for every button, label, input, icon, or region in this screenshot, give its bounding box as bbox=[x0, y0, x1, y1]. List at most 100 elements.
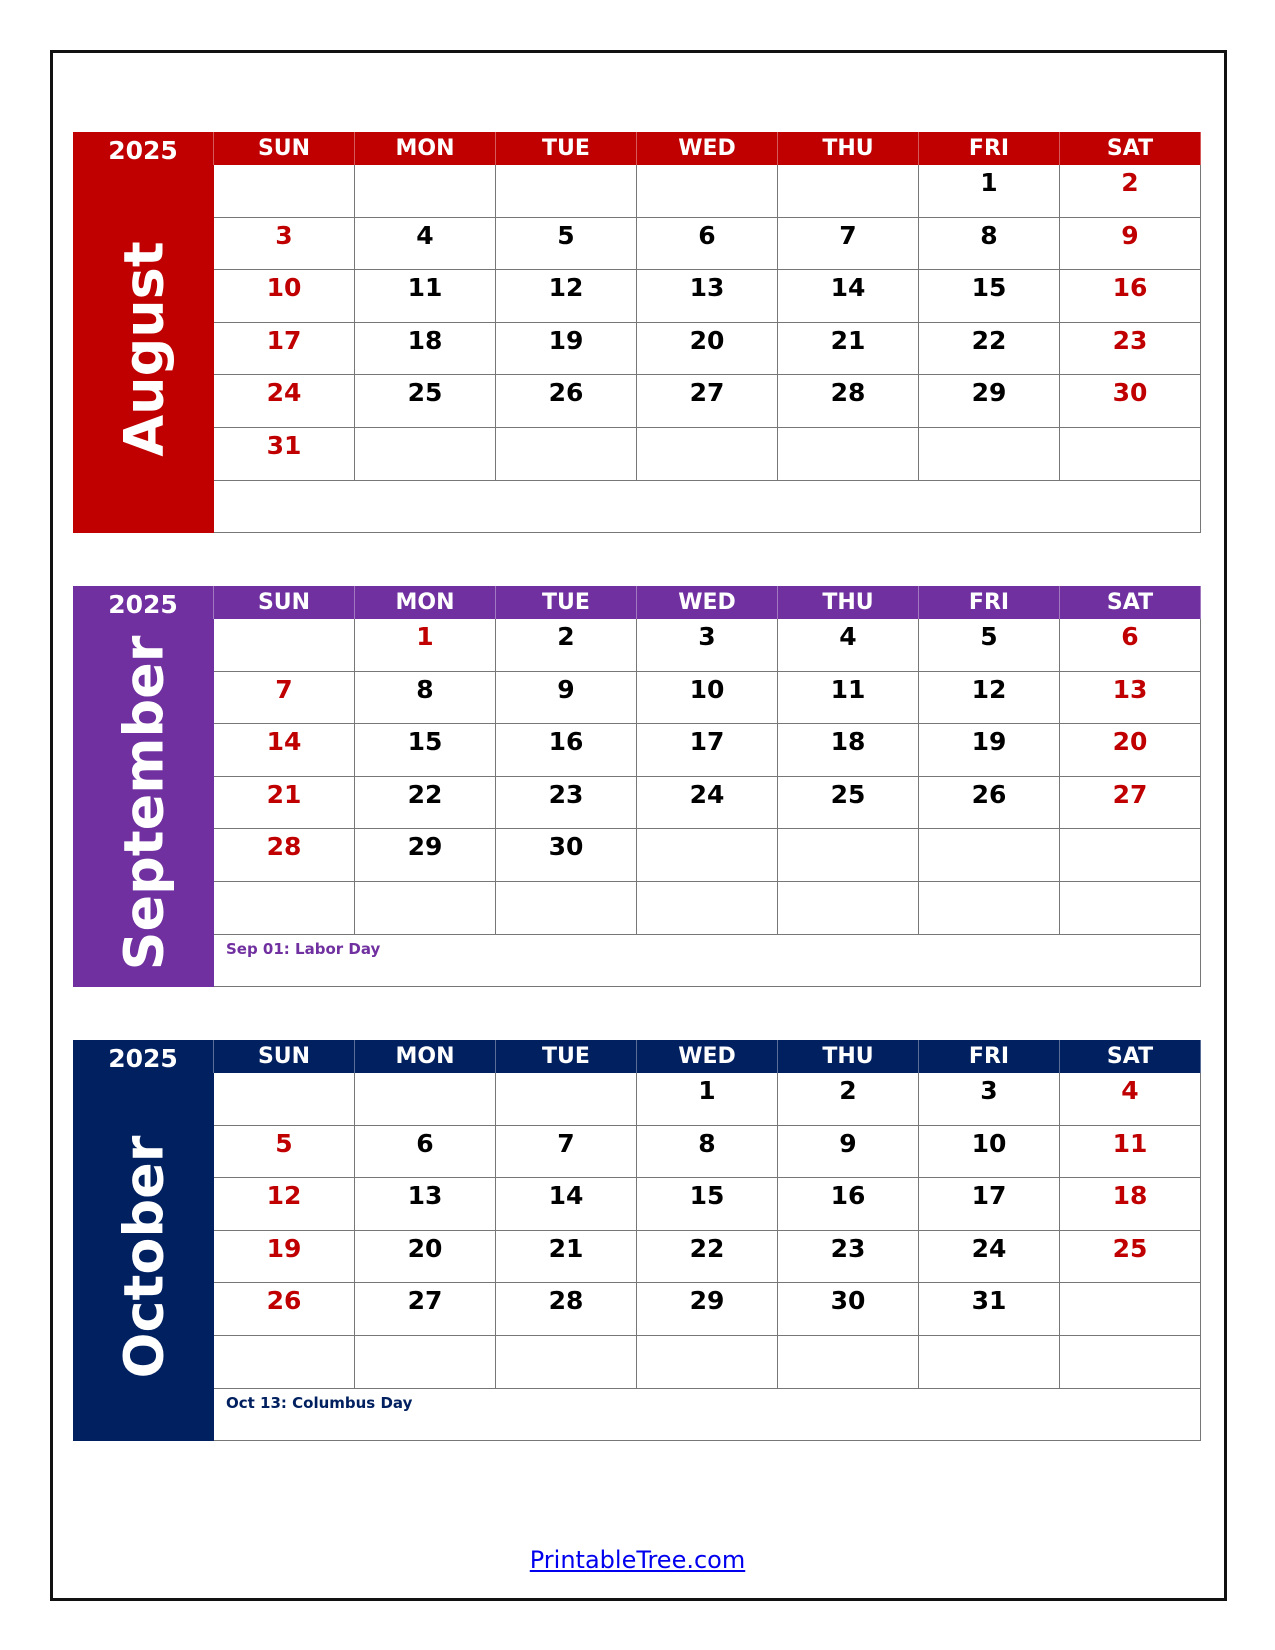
day-cell bbox=[778, 881, 919, 935]
day-cell: 23 bbox=[1060, 322, 1201, 376]
day-cell: 30 bbox=[1060, 375, 1201, 428]
day-cell: 31 bbox=[214, 427, 355, 481]
week-row: 24 25 26 27 28 29 30 bbox=[214, 375, 1201, 428]
week-row: 21 22 23 24 25 26 27 bbox=[214, 776, 1201, 830]
month-side-panel: September bbox=[73, 619, 214, 987]
day-cell bbox=[919, 829, 1060, 882]
day-cell: 10 bbox=[919, 1125, 1060, 1179]
day-cell bbox=[1060, 1335, 1201, 1389]
day-cell: 28 bbox=[778, 375, 919, 428]
day-cell: 30 bbox=[496, 829, 637, 882]
day-cell: 16 bbox=[778, 1178, 919, 1231]
year-label: 2025 bbox=[73, 586, 214, 619]
week-row bbox=[214, 881, 1201, 935]
header-row: 2025 SUN MON TUE WED THU FRI SAT bbox=[73, 586, 1201, 619]
day-cell: 5 bbox=[919, 619, 1060, 672]
day-cell: 14 bbox=[214, 724, 355, 777]
week-row: 31 bbox=[214, 427, 1201, 481]
week-row: 14 15 16 17 18 19 20 bbox=[214, 724, 1201, 777]
day-cell bbox=[1060, 427, 1201, 481]
day-cell: 31 bbox=[919, 1283, 1060, 1336]
day-cell: 18 bbox=[778, 724, 919, 777]
day-cell bbox=[496, 1073, 637, 1126]
day-cell: 29 bbox=[919, 375, 1060, 428]
weekday-fri: FRI bbox=[919, 132, 1060, 165]
weekday-fri: FRI bbox=[919, 586, 1060, 619]
day-cell: 18 bbox=[355, 322, 496, 376]
day-cell: 7 bbox=[214, 671, 355, 725]
week-row: 19 20 21 22 23 24 25 bbox=[214, 1230, 1201, 1284]
weekday-sat: SAT bbox=[1060, 586, 1201, 619]
day-cell: 17 bbox=[919, 1178, 1060, 1231]
day-cell bbox=[778, 427, 919, 481]
day-cell: 4 bbox=[355, 217, 496, 271]
weekday-mon: MON bbox=[355, 1040, 496, 1073]
week-row: 28 29 30 bbox=[214, 829, 1201, 882]
day-cell: 9 bbox=[778, 1125, 919, 1179]
day-cell: 3 bbox=[637, 619, 778, 672]
day-cell: 18 bbox=[1060, 1178, 1201, 1231]
year-label: 2025 bbox=[73, 132, 214, 165]
day-cell: 15 bbox=[919, 270, 1060, 323]
printabletree-link[interactable]: PrintableTree.com bbox=[529, 1546, 746, 1574]
day-cell: 1 bbox=[355, 619, 496, 672]
day-cell: 13 bbox=[637, 270, 778, 323]
month-name: October bbox=[112, 1135, 175, 1379]
weekday-sat: SAT bbox=[1060, 1040, 1201, 1073]
day-cell: 26 bbox=[496, 375, 637, 428]
day-cell: 21 bbox=[778, 322, 919, 376]
weekday-tue: TUE bbox=[496, 132, 637, 165]
day-cell: 2 bbox=[1060, 165, 1201, 218]
day-cell: 30 bbox=[778, 1283, 919, 1336]
day-cell: 27 bbox=[637, 375, 778, 428]
day-cell: 17 bbox=[214, 322, 355, 376]
day-cell bbox=[1060, 881, 1201, 935]
day-cell bbox=[637, 1335, 778, 1389]
weekday-mon: MON bbox=[355, 586, 496, 619]
page-border bbox=[50, 50, 1227, 1601]
day-cell: 5 bbox=[496, 217, 637, 271]
day-cell bbox=[637, 881, 778, 935]
month-october: 2025 SUN MON TUE WED THU FRI SAT October 1 2 3 4 5 6 7 8… bbox=[73, 1040, 1201, 1442]
day-cell: 8 bbox=[355, 671, 496, 725]
day-cell: 9 bbox=[1060, 217, 1201, 271]
month-side-panel: October bbox=[73, 1073, 214, 1441]
month-august: 2025 SUN MON TUE WED THU FRI SAT August 1 2 3 4 5 6 7 8 9… bbox=[73, 132, 1201, 534]
day-cell: 12 bbox=[496, 270, 637, 323]
day-cell: 5 bbox=[214, 1125, 355, 1179]
day-cell: 13 bbox=[1060, 671, 1201, 725]
week-row: 10 11 12 13 14 15 16 bbox=[214, 270, 1201, 323]
weekday-thu: THU bbox=[778, 586, 919, 619]
day-cell: 22 bbox=[355, 776, 496, 830]
day-cell: 15 bbox=[355, 724, 496, 777]
day-cell: 10 bbox=[637, 671, 778, 725]
day-cell: 29 bbox=[637, 1283, 778, 1336]
day-cell: 12 bbox=[919, 671, 1060, 725]
day-cell bbox=[496, 1335, 637, 1389]
day-cell bbox=[778, 829, 919, 882]
day-cell: 25 bbox=[355, 375, 496, 428]
day-cell: 19 bbox=[214, 1230, 355, 1284]
day-cell: 4 bbox=[778, 619, 919, 672]
day-cell: 6 bbox=[1060, 619, 1201, 672]
day-cell: 1 bbox=[919, 165, 1060, 218]
month-name: August bbox=[112, 241, 175, 457]
day-cell: 25 bbox=[778, 776, 919, 830]
day-cell: 26 bbox=[214, 1283, 355, 1336]
day-cell: 14 bbox=[496, 1178, 637, 1231]
day-cell: 2 bbox=[778, 1073, 919, 1126]
day-cell: 19 bbox=[496, 322, 637, 376]
day-cell bbox=[355, 881, 496, 935]
weekday-mon: MON bbox=[355, 132, 496, 165]
month-september: 2025 SUN MON TUE WED THU FRI SAT September 1 2 3 4 5 6… bbox=[73, 586, 1201, 988]
header-row: 2025 SUN MON TUE WED THU FRI SAT bbox=[73, 132, 1201, 165]
day-cell: 9 bbox=[496, 671, 637, 725]
day-cell: 22 bbox=[637, 1230, 778, 1284]
header-row: 2025 SUN MON TUE WED THU FRI SAT bbox=[73, 1040, 1201, 1073]
day-cell: 24 bbox=[214, 375, 355, 428]
day-cell bbox=[778, 1335, 919, 1389]
week-row: 26 27 28 29 30 31 bbox=[214, 1283, 1201, 1336]
day-cell: 13 bbox=[355, 1178, 496, 1231]
